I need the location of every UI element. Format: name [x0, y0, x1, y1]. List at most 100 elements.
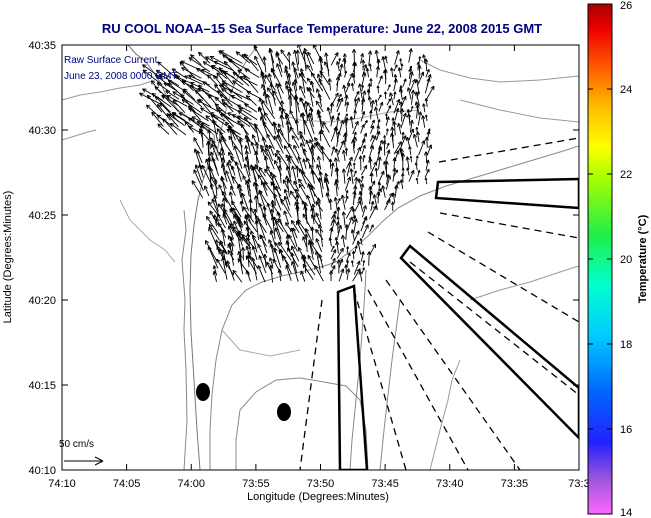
current-vector-head — [360, 251, 364, 255]
current-vector-head — [326, 107, 329, 112]
x-tick-label: 74:10 — [48, 478, 76, 490]
current-vector-head — [211, 139, 216, 143]
current-vector-head — [400, 63, 403, 67]
current-vector-head — [142, 69, 148, 72]
current-vector-head — [262, 213, 267, 217]
current-vector-head — [362, 145, 366, 148]
current-vector-head — [254, 123, 259, 127]
current-vector-head — [336, 259, 340, 264]
current-vector — [400, 58, 402, 66]
current-vector-head — [424, 98, 427, 102]
current-vector — [425, 58, 428, 72]
current-vector-head — [343, 53, 346, 58]
current-vector — [142, 64, 164, 80]
current-vector — [315, 100, 324, 113]
current-vector-head — [415, 131, 418, 136]
current-vector — [188, 57, 211, 73]
current-vector-head — [345, 195, 349, 199]
current-vector-head — [383, 135, 385, 138]
current-vector-head — [299, 142, 302, 147]
bathymetry-contour — [459, 99, 579, 123]
current-vector-head — [410, 67, 413, 72]
current-vector-head — [328, 158, 331, 163]
current-vector-head — [422, 54, 424, 58]
current-vector-head — [383, 161, 385, 165]
current-vector — [361, 90, 366, 105]
current-vector-head — [347, 161, 351, 166]
current-vector-head — [228, 135, 233, 139]
current-vector-head — [254, 208, 258, 213]
current-vector-head — [339, 258, 343, 262]
current-vector-head — [189, 107, 194, 110]
current-vector-head — [246, 255, 250, 259]
current-vector-head — [360, 175, 364, 179]
current-vector-head — [270, 230, 274, 234]
current-vector-head — [303, 100, 307, 105]
current-vector-head — [363, 64, 367, 68]
current-vector — [346, 216, 353, 231]
current-vector-head — [243, 206, 247, 210]
current-vector-head — [351, 139, 354, 144]
current-vector — [369, 224, 374, 233]
current-vector-head — [243, 163, 246, 168]
current-vector — [284, 145, 291, 155]
current-vector-head — [295, 194, 298, 199]
current-vector — [302, 236, 308, 248]
current-vector-head — [226, 260, 231, 264]
current-vector — [284, 196, 290, 211]
current-vector — [222, 213, 228, 225]
current-vector — [361, 267, 365, 274]
current-vector-head — [182, 90, 187, 92]
current-vector-head — [372, 145, 375, 150]
current-vector — [370, 173, 373, 183]
current-vector — [294, 79, 298, 92]
current-vector — [219, 248, 226, 261]
current-vector-head — [220, 147, 222, 152]
current-vector — [255, 220, 259, 240]
current-vector-head — [372, 243, 376, 247]
current-vector-head — [221, 98, 226, 102]
current-vector-head — [325, 178, 329, 183]
current-vector — [234, 213, 242, 228]
current-vector — [228, 225, 234, 240]
current-vector-head — [221, 203, 226, 207]
current-vector-head — [344, 133, 348, 138]
current-vector-head — [411, 119, 414, 125]
current-vector-head — [229, 191, 233, 196]
current-vector — [246, 95, 257, 106]
current-vector — [283, 210, 290, 225]
current-vector-head — [201, 123, 204, 127]
current-vector-head — [242, 206, 245, 211]
current-vector-head — [159, 102, 165, 105]
current-vector — [312, 203, 316, 219]
current-vector-head — [311, 214, 313, 219]
current-vector-head — [378, 188, 382, 192]
current-vector-head — [196, 68, 199, 72]
current-vector-head — [351, 48, 355, 54]
current-vector — [222, 250, 228, 268]
current-vector — [345, 206, 354, 219]
current-vector — [157, 104, 171, 121]
current-vector — [352, 139, 355, 154]
current-vector-head — [422, 103, 424, 107]
current-vector-head — [353, 218, 357, 223]
current-vector-head — [283, 179, 287, 183]
current-vector — [352, 121, 359, 135]
current-vector — [246, 90, 260, 99]
current-vector-head — [310, 80, 315, 85]
current-vector-head — [142, 64, 147, 66]
current-vector-head — [307, 51, 312, 55]
current-vector — [229, 223, 241, 241]
current-vector-head — [388, 149, 391, 154]
current-vector — [210, 151, 218, 170]
current-vector-head — [358, 97, 360, 102]
current-vector — [300, 270, 306, 282]
current-vector-head — [376, 85, 379, 89]
current-vector — [386, 128, 389, 136]
current-vector-head — [360, 53, 364, 57]
y-tick-label: 40:35 — [28, 40, 56, 52]
current-vector-head — [362, 154, 365, 158]
current-vector-head — [405, 137, 408, 142]
current-vector — [370, 201, 374, 212]
